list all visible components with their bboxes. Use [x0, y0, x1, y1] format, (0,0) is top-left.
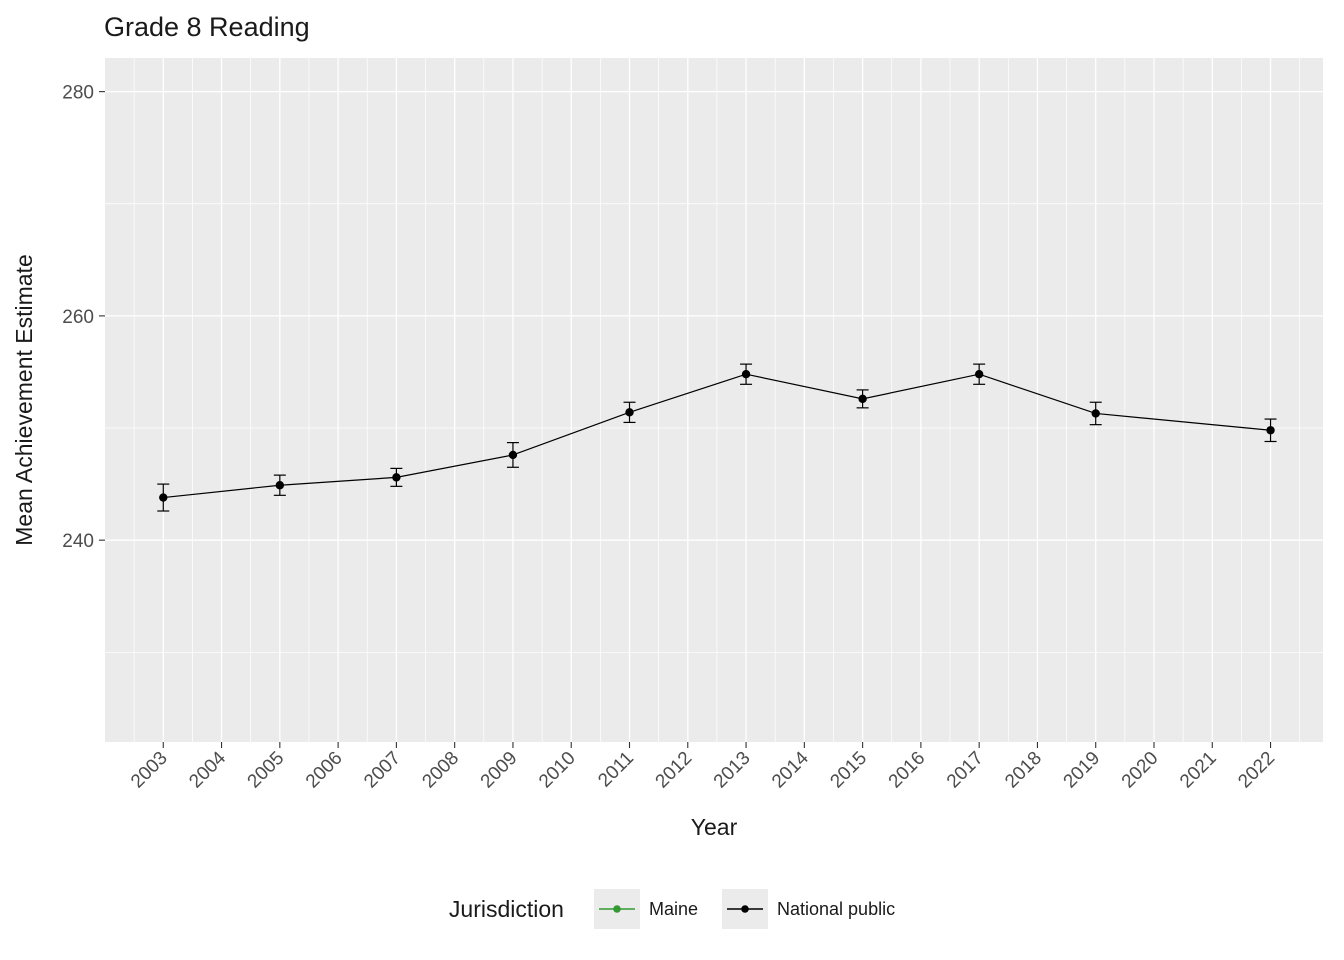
x-tick-label: 2006: [302, 748, 347, 793]
legend-title: Jurisdiction: [448, 895, 564, 922]
x-tick-label: 2004: [185, 747, 230, 792]
legend-key-point: [613, 905, 621, 913]
y-axis-title: Mean Achievement Estimate: [11, 254, 37, 545]
x-tick-label: 2020: [1118, 748, 1163, 793]
data-point: [508, 450, 518, 460]
legend: Jurisdiction Maine National public: [0, 874, 1344, 944]
data-point: [858, 394, 867, 404]
x-tick-label: 2021: [1176, 748, 1221, 793]
x-tick-label: 2005: [244, 748, 289, 793]
legend-key-glyph: [598, 905, 635, 913]
data-point: [392, 473, 401, 482]
legend-label-national-public: National public: [777, 898, 896, 919]
data-point: [974, 370, 984, 379]
x-axis-title: Year: [691, 814, 738, 840]
legend-item-maine: Maine: [593, 889, 698, 929]
y-tick-label: 260: [62, 307, 94, 328]
x-tick-label: 2018: [1001, 748, 1046, 793]
x-tick-label: 2009: [477, 748, 522, 793]
legend-key-maine: [593, 889, 640, 929]
x-tick-label: 2003: [127, 748, 172, 793]
legend-label-maine: Maine: [648, 898, 698, 919]
data-point: [275, 481, 285, 490]
legend-key-point: [741, 905, 749, 913]
x-tick-label: 2017: [943, 748, 988, 793]
chart-title: Grade 8 Reading: [104, 12, 310, 42]
legend-item-national-public: National public: [722, 889, 895, 929]
plot-area: 2003 2004 2005 2006 2007 2008 2009 2010 2011 2012…: [11, 58, 1323, 840]
series-line: [163, 373, 1271, 499]
x-tick-label: 2014: [768, 747, 813, 792]
x-tick-label: 2016: [885, 748, 930, 793]
x-tick-label: 2010: [535, 748, 580, 793]
x-tick-label: 2019: [1060, 748, 1105, 793]
x-tick-label: 2008: [418, 748, 463, 793]
x-tick-label: 2015: [826, 748, 871, 793]
x-tick-label: 2011: [594, 748, 638, 792]
legend-key-national-public: [722, 889, 768, 929]
x-tick-label: 2013: [710, 748, 755, 793]
x-tick-label: 2007: [360, 748, 405, 793]
panel-background: [105, 58, 1323, 742]
data-point: [159, 493, 168, 502]
data-point: [1091, 409, 1100, 418]
x-tick-label: 2022: [1234, 748, 1279, 793]
legend-key-glyph: [727, 905, 763, 913]
y-tick-label: 240: [62, 531, 94, 552]
y-tick-label: 280: [62, 83, 94, 104]
data-point: [625, 408, 634, 417]
x-tick-label: 2012: [652, 748, 697, 793]
data-point: [741, 370, 751, 379]
data-point: [1266, 426, 1275, 435]
